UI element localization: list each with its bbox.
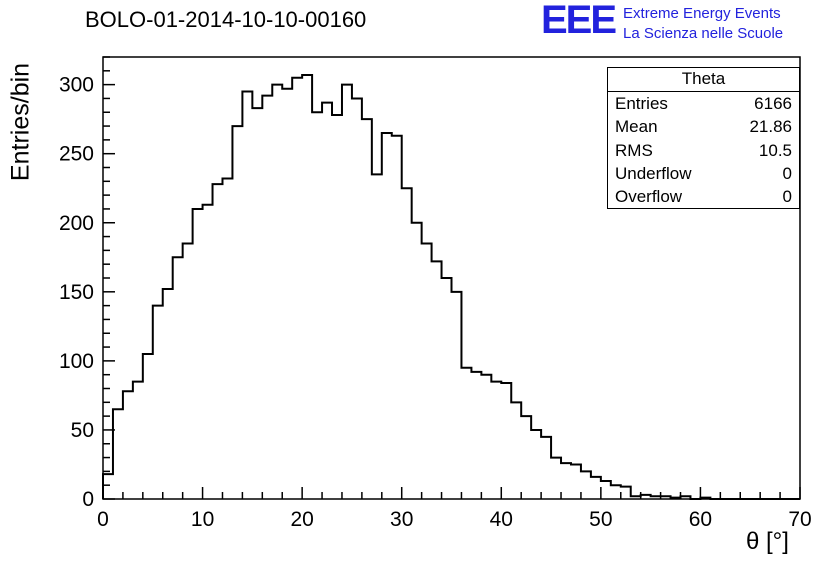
- svg-text:0: 0: [97, 508, 109, 531]
- svg-text:0: 0: [82, 488, 94, 511]
- eee-logo-text: EEE: [541, 0, 617, 42]
- eee-logo-line2: La Scienza nelle Scuole: [623, 25, 784, 43]
- svg-text:60: 60: [689, 508, 712, 531]
- svg-text:20: 20: [290, 508, 313, 531]
- svg-text:100: 100: [59, 350, 94, 373]
- plot-title: BOLO-01-2014-10-10-00160: [85, 7, 367, 32]
- stats-value: 0: [782, 163, 792, 183]
- svg-text:250: 250: [59, 143, 94, 166]
- svg-text:300: 300: [59, 74, 94, 97]
- stats-row-overflow: Overflow 0: [608, 185, 799, 208]
- svg-text:40: 40: [490, 508, 513, 531]
- eee-logo-subtitle: Extreme Energy Events La Scienza nelle S…: [623, 1, 783, 45]
- stats-box: Theta Entries 6166 Mean 21.86 RMS 10.5 U…: [607, 67, 800, 210]
- stats-value: 10.5: [758, 140, 792, 160]
- stats-label: Mean: [615, 117, 658, 137]
- svg-text:50: 50: [71, 419, 94, 442]
- svg-text:70: 70: [788, 508, 811, 531]
- stats-row-rms: RMS 10.5: [608, 139, 799, 162]
- stats-value: 0: [782, 187, 792, 206]
- svg-text:10: 10: [191, 508, 214, 531]
- stats-value: 6166: [754, 94, 792, 113]
- x-axis-title: θ [°]: [746, 528, 789, 555]
- stats-row-mean: Mean 21.86: [608, 115, 799, 138]
- stats-label: Underflow: [615, 163, 692, 183]
- svg-text:50: 50: [589, 508, 612, 531]
- stats-value: 21.86: [749, 117, 792, 137]
- stats-row-underflow: Underflow 0: [608, 162, 799, 185]
- y-axis-title: Entries/bin: [6, 62, 35, 182]
- eee-logo: EEE Extreme Energy Events La Scienza nel…: [541, 0, 783, 45]
- stats-label: Entries: [615, 94, 668, 113]
- svg-text:30: 30: [390, 508, 413, 531]
- svg-text:200: 200: [59, 212, 94, 235]
- svg-text:150: 150: [59, 281, 94, 304]
- eee-logo-line1: Extreme Energy Events: [623, 5, 781, 22]
- stats-label: Overflow: [615, 187, 683, 206]
- stats-label: RMS: [615, 140, 653, 160]
- stats-title: Theta: [608, 68, 799, 92]
- stats-row-entries: Entries 6166: [608, 92, 799, 115]
